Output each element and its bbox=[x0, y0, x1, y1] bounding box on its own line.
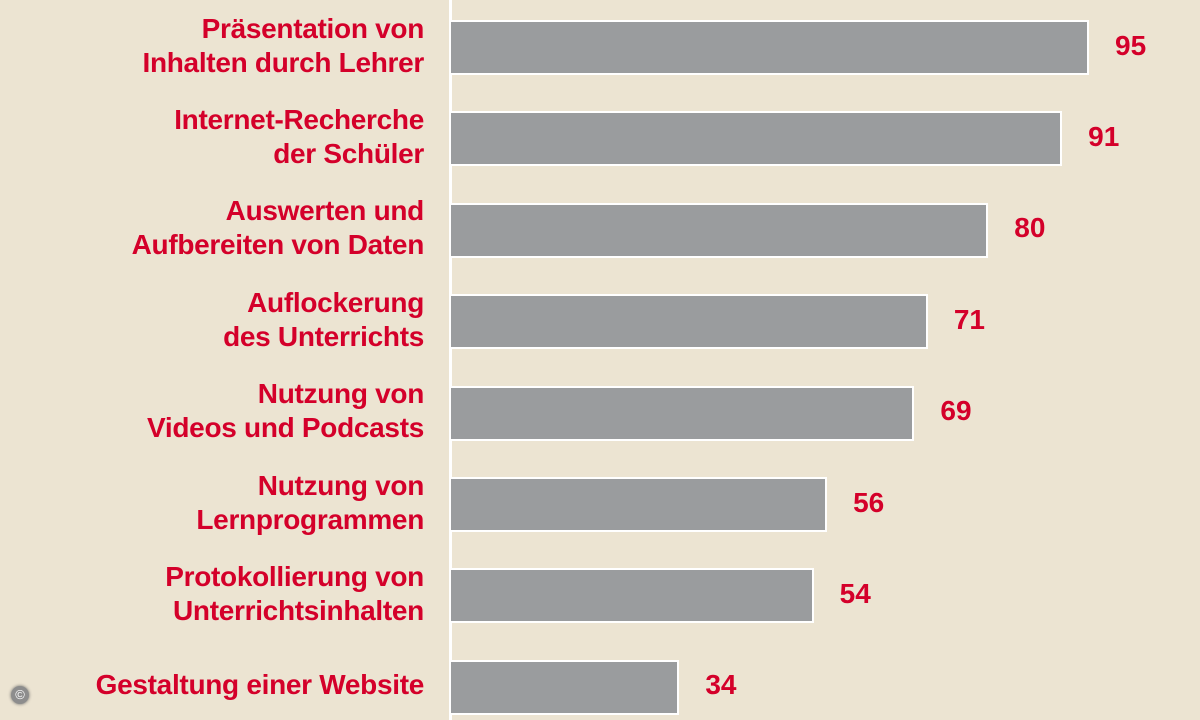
category-label-line: Nutzung von bbox=[257, 469, 425, 501]
bar bbox=[451, 202, 989, 258]
category-label: Protokollierung von Unterrichtsinhalten bbox=[0, 560, 424, 628]
bar bbox=[451, 477, 828, 532]
bar bbox=[451, 20, 1090, 75]
category-label-line: der Schüler bbox=[273, 137, 424, 169]
bar bbox=[451, 111, 1063, 167]
category-label: Nutzung von Videos und Podcasts bbox=[0, 377, 424, 445]
value-label: 54 bbox=[839, 577, 871, 609]
category-label: Gestaltung einer Website bbox=[0, 668, 425, 702]
bar bbox=[451, 385, 915, 441]
category-label-line: Gestaltung einer Website bbox=[95, 669, 425, 701]
category-label: Nutzung von Lernprogrammen bbox=[0, 469, 424, 537]
category-label-line: Protokollierung von bbox=[165, 560, 424, 592]
bar bbox=[451, 294, 928, 350]
bar bbox=[451, 568, 814, 624]
category-label-line: Nutzung von bbox=[257, 378, 425, 410]
copyright-icon: © bbox=[11, 686, 29, 704]
bar bbox=[451, 659, 680, 715]
value-label: 56 bbox=[853, 486, 885, 518]
category-label-line: Internet-Recherche bbox=[174, 103, 424, 135]
value-label: 34 bbox=[705, 669, 737, 701]
value-label: 69 bbox=[940, 395, 972, 427]
y-axis-line bbox=[449, 0, 452, 720]
value-label: 80 bbox=[1014, 212, 1046, 244]
value-label: 91 bbox=[1088, 120, 1120, 152]
category-label-line: Auflockerung bbox=[247, 286, 424, 318]
category-label: Auswerten und Aufbereiten von Daten bbox=[0, 194, 425, 262]
category-label-line: Videos und Podcasts bbox=[147, 412, 424, 444]
category-label: Internet-Recherche der Schüler bbox=[0, 103, 424, 171]
category-label-line: Auswerten und bbox=[225, 195, 425, 227]
value-label: 95 bbox=[1115, 29, 1147, 61]
category-label-line: Inhalten durch Lehrer bbox=[142, 46, 424, 78]
category-label: Auflockerung des Unterrichts bbox=[0, 286, 424, 354]
category-label-line: Präsentation von bbox=[201, 12, 425, 44]
category-label-line: Unterrichtsinhalten bbox=[172, 594, 424, 626]
category-label-line: Aufbereiten von Daten bbox=[131, 229, 425, 261]
category-label-line: Lernprogrammen bbox=[196, 503, 424, 535]
value-label: 71 bbox=[953, 303, 985, 335]
category-label: Präsentation von Inhalten durch Lehrer bbox=[0, 12, 424, 80]
category-label-line: des Unterrichts bbox=[223, 320, 424, 352]
